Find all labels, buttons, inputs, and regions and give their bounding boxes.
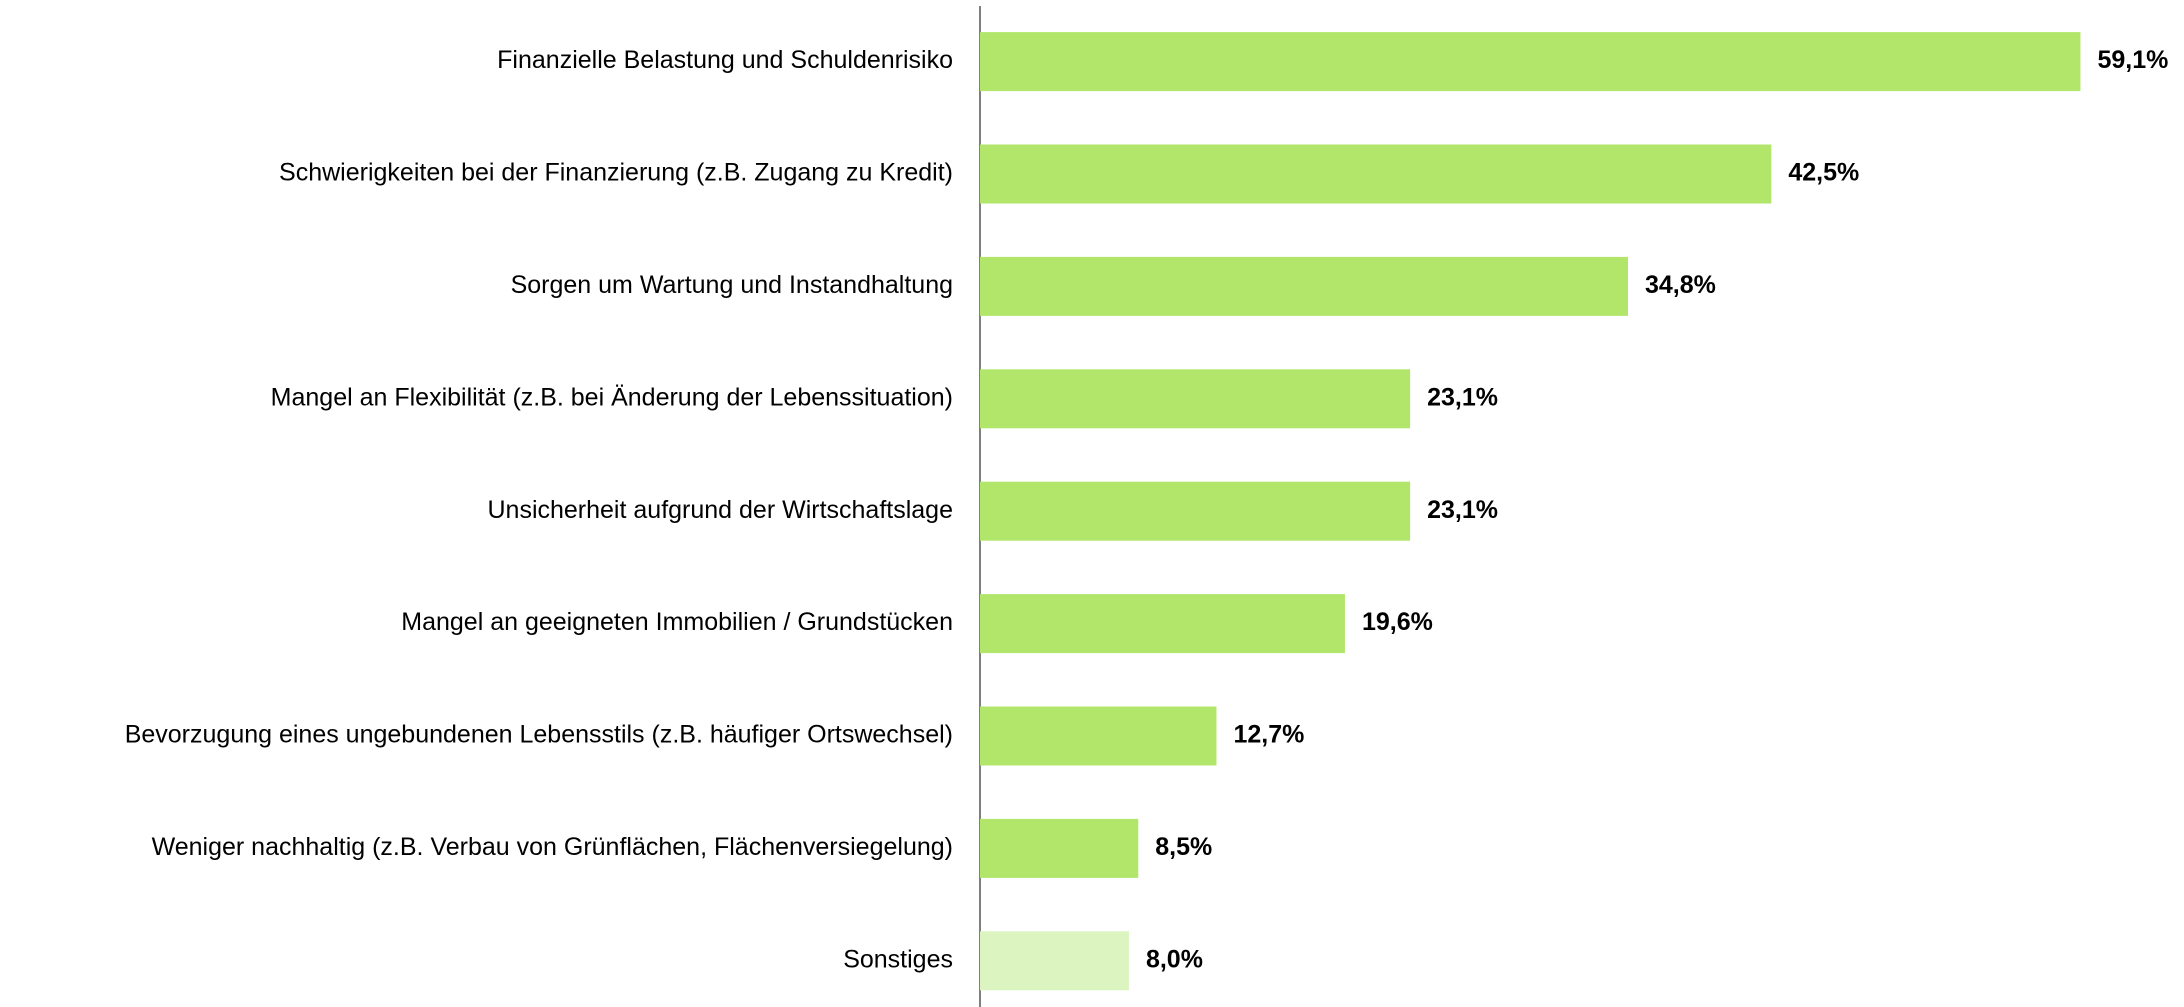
category-label: Weniger nachhaltig (z.B. Verbau von Grün… [152, 833, 953, 861]
category-label: Mangel an Flexibilität (z.B. bei Änderun… [271, 383, 953, 411]
value-label: 23,1% [1427, 383, 1498, 411]
bar [980, 594, 1345, 654]
value-label: 8,5% [1155, 833, 1212, 861]
category-label: Mangel an geeigneten Immobilien / Grunds… [401, 608, 953, 636]
bar [980, 256, 1628, 316]
category-label: Sonstiges [843, 945, 953, 973]
category-label: Bevorzugung eines ungebundenen Lebenssti… [125, 721, 953, 749]
value-label: 59,1% [2097, 46, 2168, 74]
bar [980, 32, 2081, 92]
category-label: Sorgen um Wartung und Instandhaltung [511, 271, 953, 299]
value-label: 42,5% [1788, 159, 1859, 187]
value-label: 23,1% [1427, 496, 1498, 524]
bar [980, 931, 1129, 991]
bar [980, 369, 1411, 429]
category-label: Unsicherheit aufgrund der Wirtschaftslag… [487, 496, 953, 524]
category-label: Schwierigkeiten bei der Finanzierung (z.… [279, 159, 953, 187]
value-label: 34,8% [1645, 271, 1716, 299]
value-label: 12,7% [1233, 721, 1304, 749]
value-label: 8,0% [1146, 945, 1203, 973]
bar [980, 481, 1411, 541]
bar [980, 144, 1772, 204]
bar [980, 818, 1139, 878]
category-label: Finanzielle Belastung und Schuldenrisiko [497, 46, 953, 74]
value-label: 19,6% [1362, 608, 1433, 636]
bar [980, 706, 1217, 766]
